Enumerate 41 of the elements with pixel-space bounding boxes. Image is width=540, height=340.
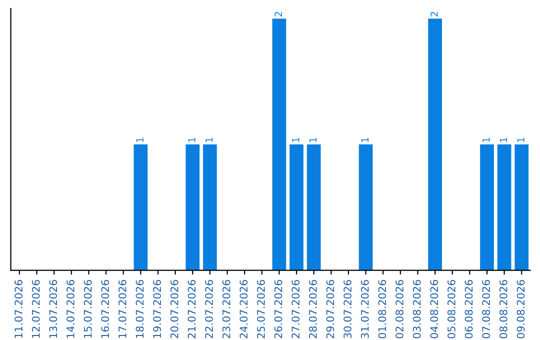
x-tick-label: 08.08.2026 [499,280,508,338]
x-tick-label: 21.07.2026 [188,280,196,338]
x-tick-label: 28.07.2026 [308,280,317,338]
x-tick-label: 14.07.2026 [66,280,74,338]
x-tick-label: 20.07.2026 [170,280,178,338]
data-label: 1 [136,138,144,142]
x-tick-label: 05.08.2026 [448,280,456,338]
data-label: 1 [361,138,368,142]
x-tick-label: 30.07.2026 [344,280,352,338]
x-tick-label: 26.07.2026 [274,280,282,338]
x-tick-label: 19.07.2026 [153,280,162,338]
data-label: 1 [500,138,507,142]
x-tick-label: 16.07.2026 [101,280,110,338]
x-tick-label: 31.07.2026 [360,280,369,338]
data-label: 1 [206,138,213,142]
x-tick-label: 29.07.2026 [326,280,334,338]
x-tick-label: 01.08.2026 [378,280,386,338]
x-tick-label: 18.07.2026 [136,280,144,338]
x-tick-label: 22.07.2026 [205,280,213,338]
data-label: 2 [430,12,438,16]
x-tick-label: 09.08.2026 [516,280,525,338]
x-tick-label: 24.07.2026 [240,280,248,338]
x-tick-label: 07.08.2026 [482,280,490,338]
x-tick-label: 06.08.2026 [464,280,473,338]
x-tick-label: 15.07.2026 [84,280,92,338]
data-label: 1 [517,138,524,142]
data-label: 1 [309,138,317,142]
x-tick-label: 27.07.2026 [292,280,300,338]
x-tick-label: 17.07.2026 [118,280,126,338]
x-tick-label: 11.07.2026 [14,280,22,338]
data-label: 1 [482,138,490,142]
x-tick-label: 23.07.2026 [222,280,230,338]
x-tick-label: 25.07.2026 [257,280,265,338]
x-tick-label: 02.08.2026 [396,280,404,338]
x-tick-label: 03.08.2026 [412,280,421,338]
x-tick-label: 13.07.2026 [49,280,58,338]
data-label: 1 [188,138,196,142]
x-tick-label: 12.07.2026 [32,280,40,338]
data-label: 1 [292,138,300,142]
data-label: 2 [274,12,282,16]
x-tick-label: 04.08.2026 [430,280,438,338]
